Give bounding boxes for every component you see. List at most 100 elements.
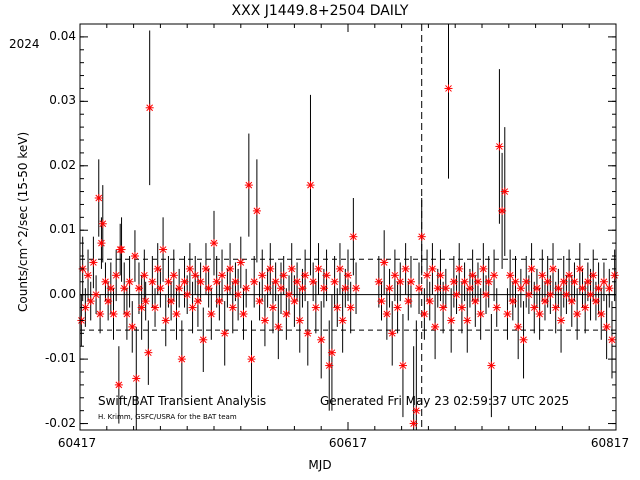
y-tick-label: -0.01 [44, 351, 76, 366]
data-point [463, 316, 472, 325]
data-point [431, 322, 440, 331]
data-point [122, 310, 131, 318]
data-point [263, 284, 272, 293]
data-point [565, 271, 574, 280]
data-point [503, 310, 512, 318]
y-tick-label: 0.02 [49, 157, 76, 172]
data-point [97, 239, 106, 248]
data-point [500, 187, 509, 196]
data-point [109, 310, 118, 318]
data-point [260, 316, 269, 325]
data-point [377, 297, 386, 306]
data-point [581, 303, 590, 312]
data-point [330, 277, 339, 286]
data-point [169, 271, 178, 280]
data-point [266, 264, 275, 273]
data-point [250, 277, 259, 286]
data-point [314, 264, 323, 273]
data-point [327, 348, 336, 357]
data-point [236, 258, 245, 267]
data-point [349, 232, 358, 241]
data-point [290, 297, 299, 306]
data-point [449, 277, 458, 286]
data-point [193, 297, 202, 306]
data-point [145, 103, 154, 112]
data-point [317, 335, 326, 344]
data-point [527, 264, 536, 273]
data-point [212, 277, 221, 286]
dashed-reference-lines [80, 24, 616, 430]
data-point [447, 316, 456, 325]
data-point [439, 303, 448, 312]
data-point [153, 264, 162, 273]
data-point [341, 284, 350, 293]
data-point [120, 284, 129, 293]
data-point [188, 303, 197, 312]
data-point [573, 310, 582, 318]
x-tick-label: 60617 [328, 436, 368, 450]
data-point [586, 290, 595, 299]
data-point [335, 264, 344, 273]
data-point [161, 316, 170, 325]
data-point [404, 297, 413, 306]
data-point [137, 303, 146, 312]
data-point [128, 322, 137, 331]
data-point [441, 284, 450, 293]
data-point [415, 284, 424, 293]
data-point [406, 277, 415, 286]
data-point [134, 284, 143, 293]
data-point [591, 297, 600, 306]
data-point [309, 277, 318, 286]
data-point [92, 290, 101, 299]
data-point [398, 361, 407, 370]
data-point [524, 290, 533, 299]
data-point [388, 329, 397, 338]
x-tick-label: 60417 [57, 436, 97, 450]
data-point [298, 284, 307, 293]
data-point [218, 271, 227, 280]
data-point [385, 284, 394, 293]
data-point [287, 264, 296, 273]
data-point [89, 258, 98, 267]
data-point [344, 271, 352, 280]
data-point [599, 277, 608, 286]
data-point [506, 271, 515, 280]
data-point [476, 310, 485, 318]
data-point [117, 245, 126, 254]
data-point [468, 271, 477, 280]
data-point [156, 284, 165, 293]
data-point [325, 361, 334, 370]
data-point [114, 380, 123, 389]
data-point [140, 271, 149, 280]
data-point [319, 284, 328, 293]
data-point [204, 284, 213, 293]
y-tick-label: 0.00 [49, 286, 76, 301]
data-point [589, 271, 598, 280]
y-tick-label: 0.03 [49, 93, 76, 108]
data-point [396, 277, 405, 286]
data-point [258, 271, 267, 280]
data-point [433, 284, 442, 293]
data-point [490, 271, 499, 280]
data-point [423, 271, 432, 280]
data-point [172, 310, 181, 318]
data-point [277, 284, 285, 293]
data-point [132, 374, 141, 383]
data-point [167, 297, 176, 306]
data-point [333, 303, 342, 312]
data-point [125, 277, 134, 286]
data-point [242, 284, 251, 293]
data-point [522, 277, 531, 286]
data-point [352, 284, 361, 293]
data-point [185, 264, 194, 273]
data-point [514, 322, 523, 331]
chart-title: XXX J1449.8+2504 DAILY [231, 3, 409, 19]
error-bars [80, 24, 616, 430]
data-point [180, 277, 189, 286]
data-point [141, 297, 150, 306]
data-point [487, 361, 496, 370]
data-point [495, 142, 504, 151]
data-point [306, 181, 315, 190]
data-point [535, 310, 544, 318]
